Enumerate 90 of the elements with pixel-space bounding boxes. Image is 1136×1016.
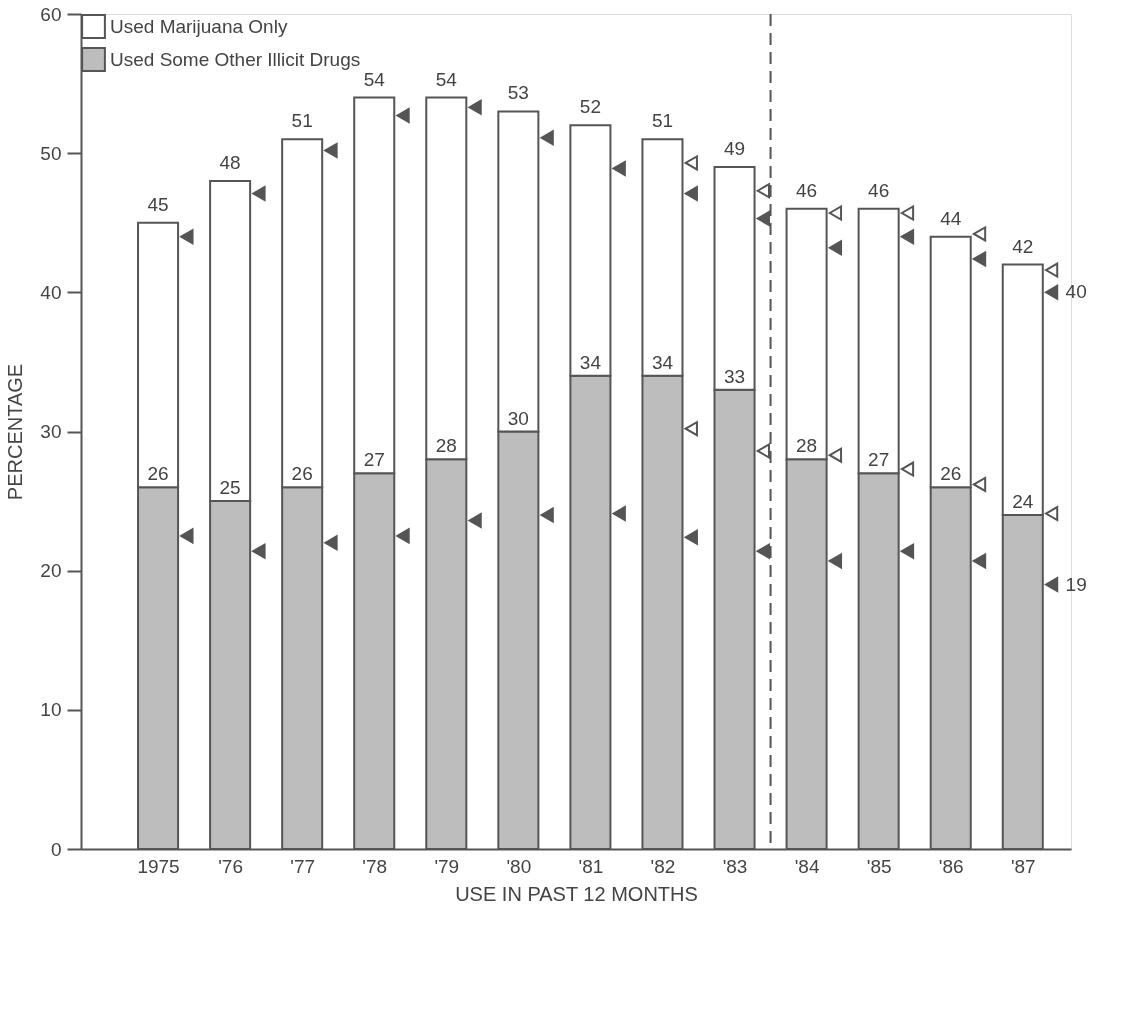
total-label: 42 [1012,235,1034,257]
point [900,205,915,221]
total-label: 54 [363,68,386,90]
x-tick-label: '83 [722,855,748,877]
data-label: 30 [507,407,529,429]
data-label: 26 [147,463,169,485]
point [180,528,194,544]
data-label: 34 [579,351,602,373]
point [540,130,554,146]
total-label: 54 [435,68,458,90]
x-tick-label: '85 [866,855,892,877]
x-tick-label: '86 [938,855,964,877]
data-label: 26 [940,463,962,485]
data-label: 28 [796,435,818,457]
x-tick-label: '84 [794,855,820,877]
data-label: 25 [219,477,241,499]
x-tick-label: '77 [290,855,316,877]
point [756,443,770,459]
y-tick-label: 20 [40,560,62,582]
y-tick-label: 50 [40,142,62,164]
point [324,535,338,551]
data-label: 33 [723,365,746,387]
point [1044,284,1059,300]
point [828,205,843,221]
point [972,476,987,492]
point [828,240,843,256]
point [180,229,194,245]
data-label: 28 [435,435,457,457]
data-label: 40 [1065,281,1087,303]
data-label: 27 [363,449,385,471]
point [756,211,770,227]
point [756,543,770,559]
y-axis-title: PERCENTAGE [4,363,27,501]
point [684,155,698,171]
point [684,186,698,202]
total-label: 46 [868,179,890,201]
point [324,142,338,158]
total-label: 53 [507,82,529,104]
x-tick-label: '81 [578,855,604,877]
x-tick-label: '79 [434,855,460,877]
point [396,528,410,544]
total-label: 45 [147,193,169,215]
total-label: 48 [219,152,241,173]
point [612,506,626,522]
x-axis-title: USE IN PAST 12 MONTHS [455,882,698,905]
total-label: 46 [796,179,818,201]
point [540,507,554,523]
total-label: 51 [651,110,674,132]
x-tick-label: '87 [1010,855,1036,877]
point [972,553,987,569]
point [1044,506,1059,522]
point [252,186,266,202]
legend-label: Used Some Other Illicit Drugs [110,48,361,70]
point [900,229,915,245]
y-tick-label: 0 [50,838,62,860]
point [972,251,987,267]
point [396,108,410,124]
total-label: 49 [723,138,746,160]
x-tick-label: '76 [218,855,243,877]
total-label: 44 [940,207,962,229]
point [468,513,482,529]
point [468,99,482,115]
data-label: 26 [291,463,313,485]
point [612,160,626,176]
point [900,543,915,559]
point [900,461,915,477]
data-label: 27 [868,449,890,471]
x-tick-label: '82 [650,855,676,877]
x-tick-label: '80 [506,855,532,877]
y-tick-label: 60 [40,3,62,25]
point [756,183,770,199]
point [1044,577,1059,593]
data-label: 19 [1065,573,1087,595]
point [828,553,843,569]
y-tick-label: 40 [40,281,62,303]
data-label: 24 [1012,491,1034,512]
point [684,529,698,545]
y-tick-label: 10 [40,699,62,721]
legend-label: Used Marijuana Only [110,15,288,37]
point [972,226,987,242]
x-tick-label: '78 [362,855,388,877]
total-label: 51 [291,110,313,132]
data-label: 34 [651,351,674,373]
point [828,447,843,463]
x-tick-label: 1975 [137,855,180,877]
y-tick-label: 30 [40,421,62,442]
point [1044,262,1059,278]
total-label: 52 [579,96,601,118]
point [684,421,698,437]
point [252,543,266,559]
